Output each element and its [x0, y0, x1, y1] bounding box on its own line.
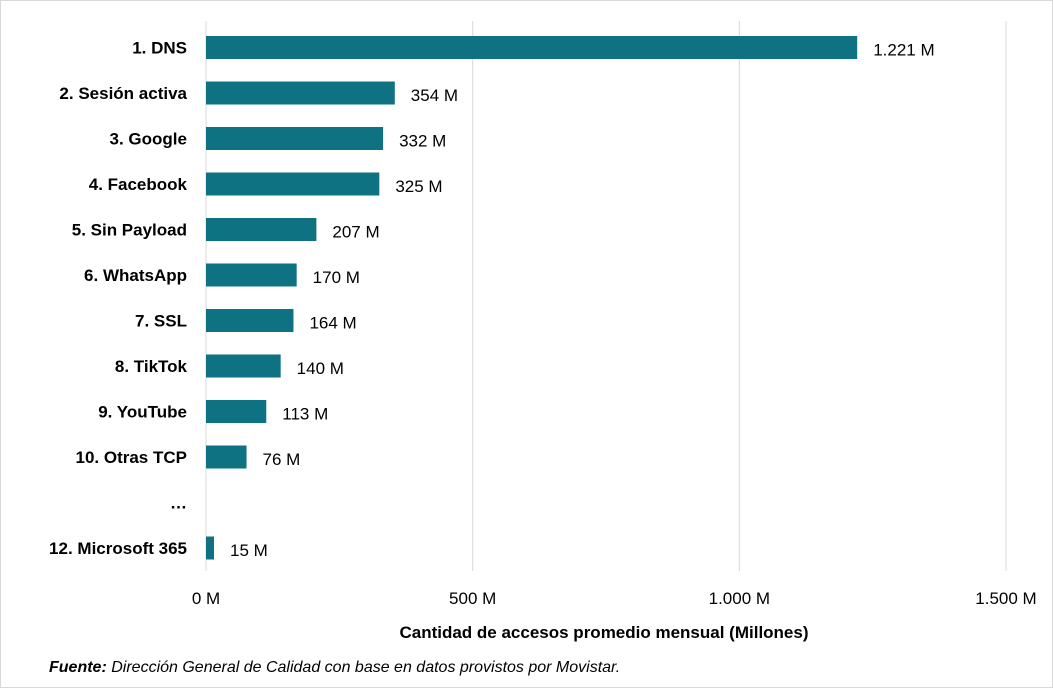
category-label: 5. Sin Payload [72, 221, 187, 240]
category-label: 8. TikTok [115, 357, 188, 376]
x-tick-label: 0 M [192, 589, 220, 608]
source-label: Fuente: [49, 659, 107, 676]
category-labels: 1. DNS 2. Sesión activa 3. Google 4. Facebo… [49, 39, 187, 559]
bar [206, 172, 380, 196]
value-label: 76 M [263, 450, 301, 469]
value-label: 332 M [399, 132, 446, 151]
bar [206, 218, 317, 241]
value-label: 207 M [332, 223, 379, 242]
category-label: 9. YouTube [98, 403, 187, 422]
category-label: 12. Microsoft 365 [49, 539, 187, 558]
bar-chart: 1. DNS 2. Sesión activa 3. Google 4. Facebo… [49, 21, 1037, 642]
bar [206, 445, 247, 469]
bar [206, 36, 858, 59]
x-axis-title: Cantidad de accesos promedio mensual (Mi… [399, 623, 808, 642]
category-label: 3. Google [110, 130, 187, 149]
value-label: 140 M [297, 359, 344, 378]
value-label: 164 M [309, 314, 356, 333]
category-label: 10. Otras TCP [76, 448, 188, 467]
source-note: Fuente: Dirección General de Calidad con… [49, 659, 620, 677]
value-labels: 1.221 M 354 M 332 M 325 M 207 M 170 M 164 M 140… [230, 41, 935, 561]
x-tick-label: 500 M [449, 589, 496, 608]
bar [206, 263, 297, 287]
bars [206, 36, 858, 560]
value-label: 15 M [230, 541, 268, 560]
value-label: 325 M [395, 177, 442, 196]
bar [206, 127, 384, 150]
bar [206, 400, 267, 423]
bar [206, 354, 281, 378]
source-text: Dirección General de Calidad con base en… [106, 659, 621, 676]
category-label: 6. WhatsApp [84, 266, 187, 285]
value-label: 170 M [313, 268, 360, 287]
bar [206, 81, 395, 105]
category-label: 1. DNS [132, 39, 187, 58]
x-tick-labels: 0 M 500 M 1.000 M 1.500 M [192, 589, 1037, 608]
gridlines [205, 21, 1007, 571]
value-label: 354 M [411, 86, 458, 105]
value-label: 113 M [282, 405, 328, 424]
category-label: 7. SSL [135, 312, 187, 331]
category-label: 2. Sesión activa [59, 84, 187, 103]
x-tick-label: 1.500 M [975, 589, 1036, 608]
bar [206, 536, 214, 560]
x-tick-label: 1.000 M [709, 589, 770, 608]
value-label: 1.221 M [873, 41, 934, 60]
bar [206, 309, 294, 332]
category-label: … [170, 494, 187, 513]
category-label: 4. Facebook [89, 175, 188, 194]
